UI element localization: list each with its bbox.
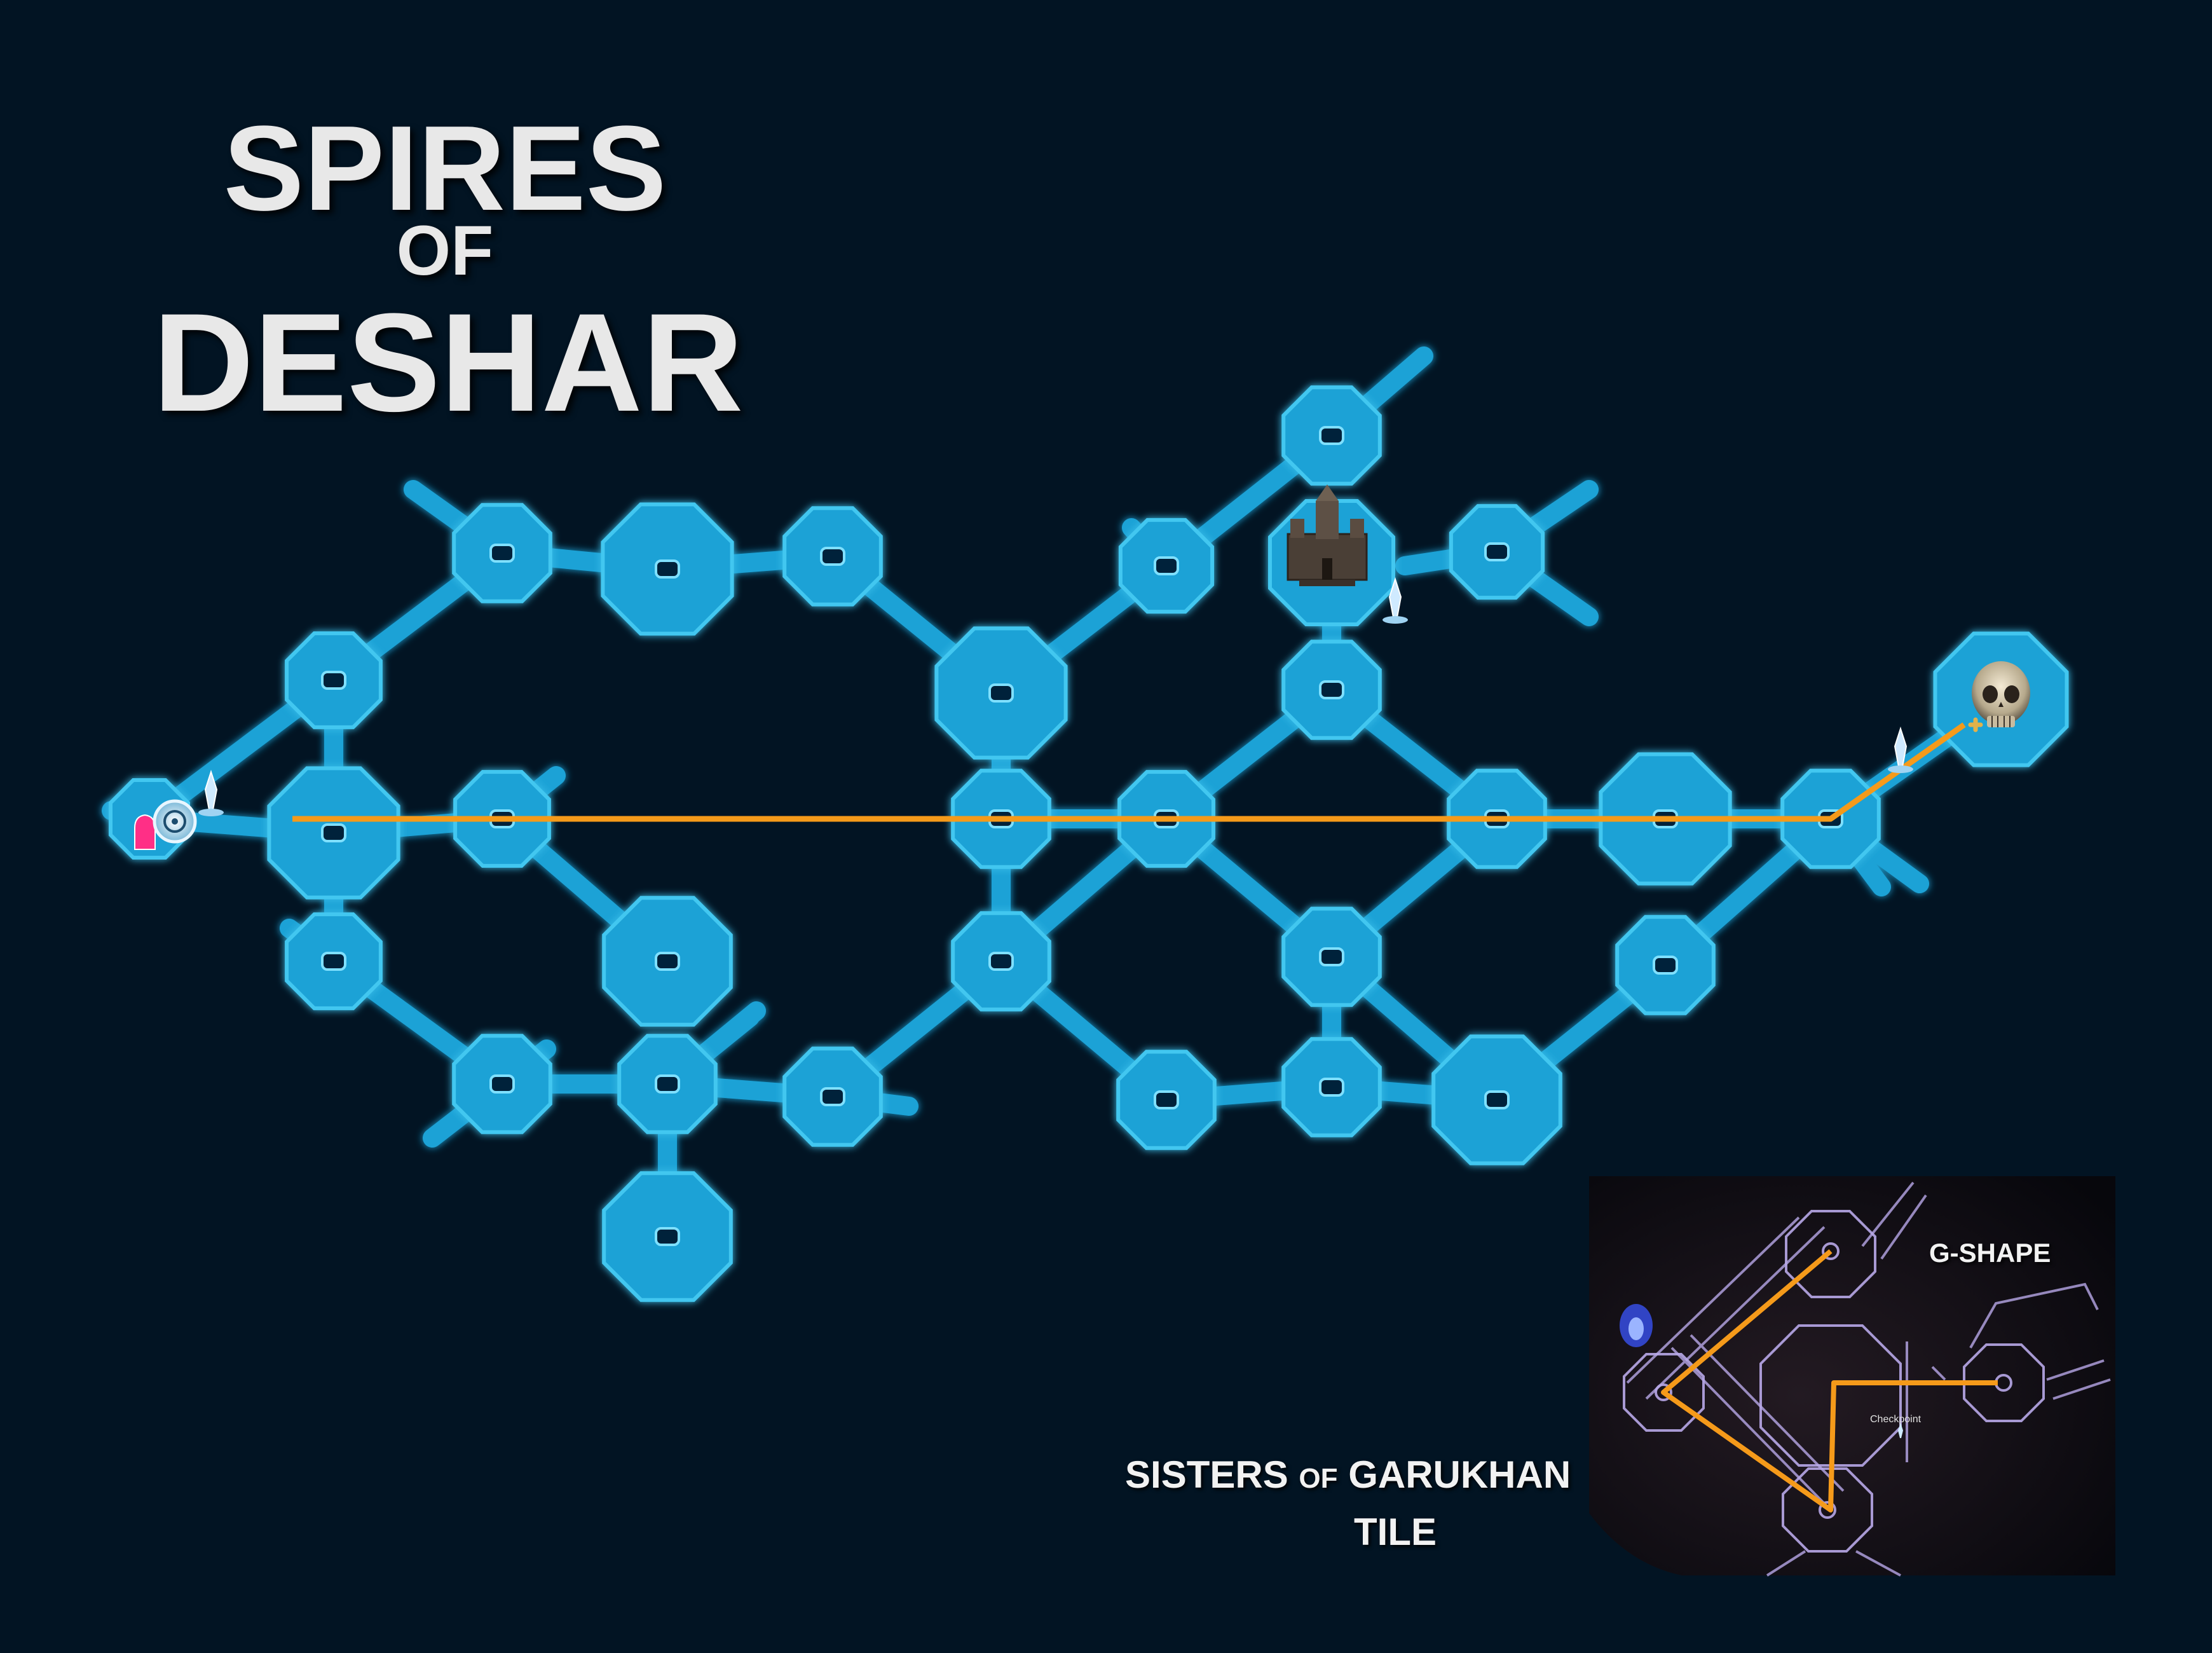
map-title-line-2: OF [396, 212, 494, 290]
map-room[interactable] [782, 1046, 883, 1147]
map-title-line-1: SPIRES [223, 101, 667, 236]
tile-name-part1: SISTERS [1125, 1453, 1288, 1496]
tile-inset [1589, 1176, 2115, 1577]
room-center [1154, 1090, 1179, 1109]
room-center [988, 952, 1014, 971]
map-room[interactable] [602, 896, 733, 1027]
room-center [489, 1074, 515, 1094]
map-room[interactable] [452, 1034, 552, 1134]
map-title-line-3: DESHAR [153, 284, 744, 441]
room-center [655, 952, 680, 971]
room-center [1319, 1078, 1344, 1097]
room-center [655, 559, 680, 579]
inset-blue-flame [1620, 1304, 1653, 1347]
checkpoint-crystal-icon[interactable] [1382, 577, 1408, 624]
route-path [292, 722, 1966, 822]
map-room[interactable] [1281, 385, 1382, 486]
map-room[interactable] [951, 911, 1051, 1012]
waypoint-icon[interactable] [153, 799, 197, 844]
map-room[interactable] [1449, 504, 1545, 600]
map-room[interactable] [1118, 518, 1215, 614]
map-room[interactable] [1281, 907, 1382, 1007]
room-center [1154, 556, 1179, 575]
room-center [1484, 1090, 1510, 1109]
inset-corridors [1626, 1181, 2111, 1577]
map-room[interactable] [285, 631, 383, 729]
map-room[interactable] [934, 626, 1068, 760]
room-center [988, 683, 1014, 703]
tile-word-label: TILE [1354, 1511, 1437, 1553]
room-center [1319, 426, 1344, 445]
room-center [1319, 947, 1344, 966]
tile-name-label: SISTERS OF GARUKHAN [1125, 1456, 1571, 1494]
checkpoint-crystal-icon[interactable] [198, 769, 224, 816]
inset-checkpoint-crystal-icon [1898, 1423, 1903, 1438]
map-room[interactable] [601, 502, 734, 636]
map-room[interactable] [1615, 915, 1716, 1015]
map-room[interactable] [285, 912, 383, 1010]
map-room[interactable] [602, 1171, 733, 1302]
map-room[interactable] [782, 506, 883, 607]
tower-boss-icon[interactable] [1287, 484, 1368, 586]
map-room[interactable] [1281, 640, 1382, 740]
inset-route-path [1661, 1249, 1998, 1512]
room-center [655, 1074, 680, 1094]
room-center [1319, 680, 1344, 699]
map-room[interactable] [1281, 1037, 1382, 1137]
start-marker-icon[interactable] [134, 814, 156, 850]
checkpoint-label: Checkpoint [1870, 1414, 1922, 1425]
room-center [321, 671, 346, 690]
tile-name-part2: GARUKHAN [1348, 1453, 1571, 1496]
room-center [820, 1087, 845, 1106]
tile-name-of: OF [1299, 1463, 1338, 1494]
room-center [489, 544, 515, 563]
room-center [1484, 542, 1510, 561]
rooms-layer [109, 385, 2069, 1302]
shape-label: G-SHAPE [1929, 1238, 2051, 1268]
checkpoint-crystal-icon[interactable] [1888, 726, 1913, 773]
map-room[interactable] [1431, 1034, 1562, 1165]
map-room[interactable] [617, 1034, 718, 1134]
map-room[interactable] [452, 503, 552, 603]
inset-rooms [1623, 1210, 2045, 1553]
map-room[interactable] [1116, 1050, 1217, 1150]
room-center [820, 547, 845, 566]
room-center [655, 1227, 680, 1246]
skull-boss-icon[interactable] [1968, 661, 2030, 732]
room-center [1653, 956, 1678, 975]
room-center [321, 823, 346, 842]
map-room[interactable] [267, 766, 400, 900]
room-center [321, 952, 346, 971]
